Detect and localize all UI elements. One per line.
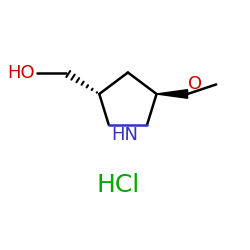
Polygon shape <box>156 90 188 98</box>
Text: HN: HN <box>111 126 138 144</box>
Text: O: O <box>188 75 202 93</box>
Text: HCl: HCl <box>97 173 140 197</box>
Text: HO: HO <box>7 64 35 82</box>
